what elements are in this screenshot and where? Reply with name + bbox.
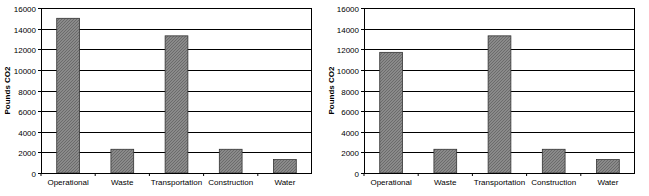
plot-frame: [42, 9, 312, 174]
category-label: Operational: [370, 178, 412, 187]
category-tick: [257, 173, 258, 176]
bar: [57, 18, 80, 173]
tick-mark: [38, 91, 41, 92]
tick-label: 8000: [341, 88, 359, 97]
category-label: Water: [597, 178, 618, 187]
category-tick: [364, 173, 365, 176]
tick-mark: [38, 132, 41, 133]
bar: [380, 52, 403, 173]
tick-label: 14000: [14, 26, 37, 35]
category-label: Transportation: [474, 178, 525, 187]
category-tick: [95, 173, 96, 176]
bar: [219, 149, 242, 173]
chart-container: 0 2000 4000 6000 8000 10000 12000 14000 16000 Ope…: [0, 0, 649, 196]
bar: [165, 36, 188, 173]
grid-line: [364, 29, 635, 30]
category-tick: [526, 173, 527, 176]
tick-label: 10000: [14, 67, 37, 76]
tick-label: 2000: [18, 149, 36, 158]
tick-label: 0: [355, 170, 360, 179]
chart-panel: 0 2000 4000 6000 8000 10000 12000 14000 16000 Ope…: [327, 5, 635, 188]
category-tick: [418, 173, 419, 176]
tick-label: 8000: [18, 88, 36, 97]
tick-label: 4000: [341, 129, 359, 138]
bar: [597, 160, 620, 173]
tick-mark: [361, 132, 364, 133]
tick-mark: [38, 8, 41, 9]
category-tick: [41, 173, 42, 176]
tick-label: 6000: [341, 108, 359, 117]
tick-mark: [38, 111, 41, 112]
tick-label: 16000: [14, 5, 37, 14]
tick-mark: [361, 152, 364, 153]
y-axis-title: Pounds CO2: [3, 66, 12, 115]
bar: [274, 160, 297, 173]
y-axis-title: Pounds CO2: [327, 66, 336, 115]
category-label: Construction: [208, 178, 253, 187]
chart-panel: 0 2000 4000 6000 8000 10000 12000 14000 16000 Ope…: [3, 5, 312, 188]
bar: [111, 149, 134, 173]
tick-label: 2000: [341, 149, 359, 158]
category-label: Transportation: [151, 178, 202, 187]
tick-mark: [361, 111, 364, 112]
tick-label: 14000: [337, 26, 360, 35]
bar: [434, 149, 457, 173]
bars: [380, 36, 620, 173]
category-tick: [149, 173, 150, 176]
tick-label: 4000: [18, 129, 36, 138]
tick-mark: [38, 49, 41, 50]
category-tick: [203, 173, 204, 176]
tick-mark: [38, 29, 41, 30]
chart-svg: 0 2000 4000 6000 8000 10000 12000 14000 16000 Ope…: [0, 0, 649, 196]
category-label: Operational: [47, 178, 89, 187]
tick-label: 16000: [337, 5, 360, 14]
bar: [542, 149, 565, 173]
category-label: Water: [274, 178, 295, 187]
tick-label: 12000: [14, 46, 37, 55]
tick-label: 0: [32, 170, 37, 179]
tick-mark: [361, 29, 364, 30]
tick-mark: [361, 8, 364, 9]
grid-line: [41, 29, 312, 30]
tick-mark: [361, 70, 364, 71]
tick-label: 6000: [18, 108, 36, 117]
tick-label: 12000: [337, 46, 360, 55]
tick-mark: [38, 152, 41, 153]
tick-mark: [38, 70, 41, 71]
tick-label: 10000: [337, 67, 360, 76]
category-label: Construction: [531, 178, 576, 187]
category-label: Waste: [111, 178, 134, 187]
tick-mark: [361, 91, 364, 92]
category-tick: [472, 173, 473, 176]
plot-frame: [365, 9, 635, 174]
bars: [57, 18, 297, 173]
category-tick: [580, 173, 581, 176]
category-label: Waste: [434, 178, 457, 187]
bar: [488, 36, 511, 173]
tick-mark: [361, 49, 364, 50]
